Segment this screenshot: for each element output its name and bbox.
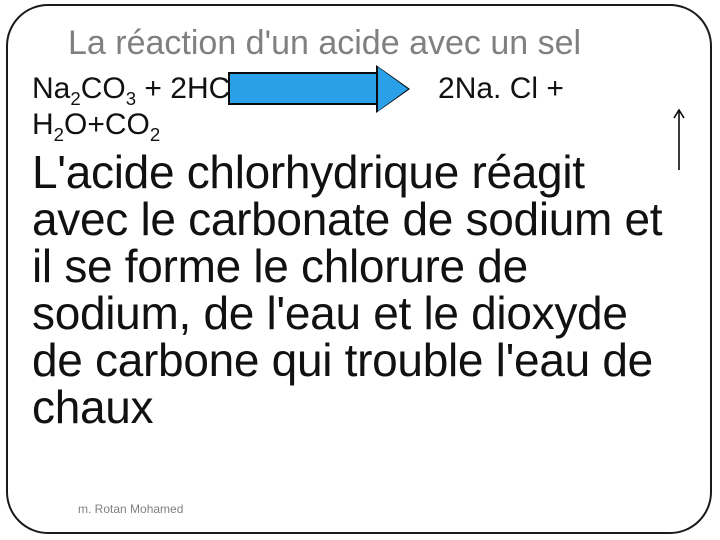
eq-coef: 2 [438,72,455,105]
slide-frame: La réaction d'un acide avec un sel Na2CO… [6,4,712,534]
up-arrow-icon [672,108,686,170]
equation-right-line1: 2Na. Cl + [438,71,564,107]
equation-right-line2: H2O+CO2 [32,107,160,143]
eq-sub: 2 [54,124,64,145]
eq-sub: 2 [150,124,160,145]
eq-plus: + [136,72,170,105]
reaction-arrow [228,72,408,105]
equation-block: Na2CO3 + 2HCl 2Na. Cl + H2O+CO2 [32,71,686,151]
eq-species: O+CO [64,108,150,141]
eq-sub: 3 [126,88,136,109]
arrow-shaft [228,72,378,105]
eq-species: Na [32,72,70,105]
eq-species: Na. Cl + [455,72,564,105]
eq-species: CO [81,72,126,105]
author-footnote: m. Rotan Mohamed [78,502,183,516]
arrow-head-icon [378,67,408,111]
slide-title: La réaction d'un acide avec un sel [68,24,648,63]
eq-coef: 2 [170,72,187,105]
eq-species: H [32,108,54,141]
equation-left: Na2CO3 + 2HCl [32,71,237,107]
body-paragraph: L'acide chlorhydrique réagit avec le car… [32,149,686,430]
eq-sub: 2 [70,88,80,109]
